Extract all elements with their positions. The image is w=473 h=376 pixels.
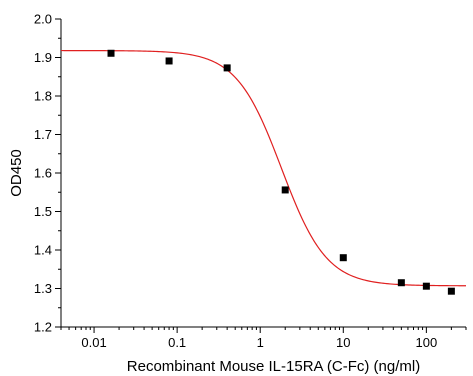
y-tick-label: 1.9 [34, 50, 52, 65]
axes [60, 19, 466, 328]
fit-curve [61, 49, 467, 287]
y-tick-label: 1.7 [34, 127, 52, 142]
data-points [107, 49, 455, 295]
x-axis-ticks: 0.01 0.1 1 10 100 [60, 327, 467, 350]
y-tick-label: 1.6 [34, 166, 52, 181]
y-tick-label: 2.0 [34, 12, 52, 27]
x-tick-label: 10 [336, 335, 350, 350]
data-point [107, 49, 115, 57]
data-point [165, 57, 173, 65]
x-tick-label: 1 [257, 335, 264, 350]
data-point [422, 282, 430, 290]
y-tick-label: 1.2 [34, 320, 52, 335]
data-point [397, 279, 405, 287]
x-tick-label: 0.01 [81, 335, 106, 350]
x-axis-title: Recombinant Mouse IL-15RA (C-Fc) (ng/ml) [127, 358, 420, 375]
y-tick-label: 1.5 [34, 204, 52, 219]
x-tick-label: 0.1 [168, 335, 186, 350]
y-axis-ticks: 1.2 1.3 1.4 1.5 1.6 1.7 1.8 1.9 2.0 [34, 12, 61, 335]
y-tick-label: 1.8 [34, 89, 52, 104]
y-tick-label: 1.3 [34, 281, 52, 296]
data-point [223, 64, 231, 72]
data-point [281, 186, 289, 194]
data-point [339, 254, 347, 262]
y-tick-label: 1.4 [34, 243, 52, 258]
x-tick-label: 100 [416, 335, 438, 350]
y-axis-title: OD450 [8, 149, 25, 197]
data-point [447, 287, 455, 295]
